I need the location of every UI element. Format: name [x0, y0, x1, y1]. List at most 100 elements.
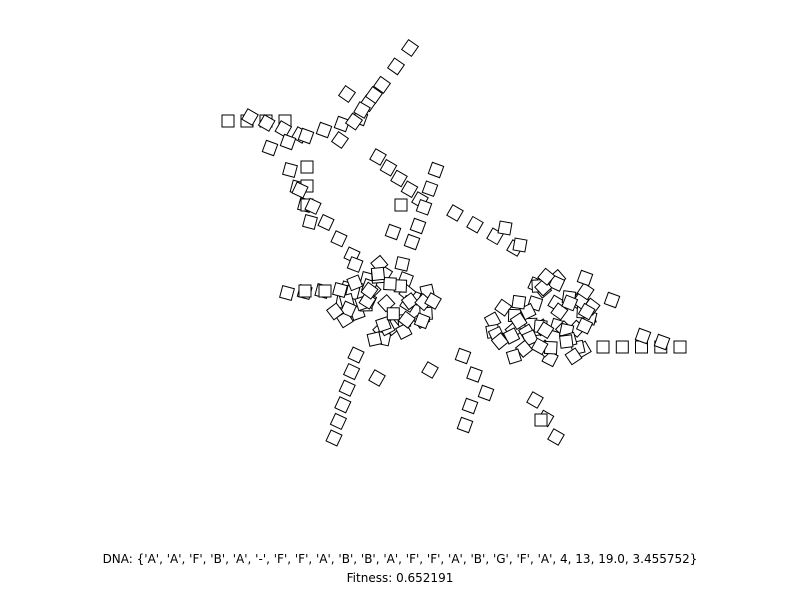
pattern-square — [403, 233, 421, 251]
pattern-square — [386, 307, 400, 321]
pattern-square — [511, 294, 527, 310]
pattern-square — [424, 292, 442, 310]
pattern-square — [364, 85, 384, 105]
pattern-square — [446, 204, 464, 222]
pattern-square — [372, 75, 392, 94]
pattern-square — [346, 274, 364, 292]
pattern-square — [282, 162, 298, 178]
pattern-square — [534, 413, 548, 427]
pattern-square — [339, 300, 357, 318]
pattern-square — [342, 362, 361, 381]
pattern-square — [461, 397, 479, 415]
pattern-square — [344, 112, 364, 131]
pattern-square — [409, 217, 427, 235]
pattern-square — [325, 302, 345, 321]
pattern-square — [375, 316, 392, 333]
pattern-square — [530, 337, 549, 356]
pattern-square — [279, 285, 295, 301]
pattern-square — [360, 281, 379, 300]
pattern-square — [298, 284, 312, 298]
pattern-square — [317, 213, 335, 232]
pattern-square — [394, 198, 408, 212]
pattern-square — [274, 120, 293, 138]
pattern-square — [346, 256, 364, 273]
pattern-square — [257, 114, 276, 132]
pattern-square — [383, 276, 397, 291]
pattern-square — [415, 198, 433, 216]
pattern-square — [537, 267, 556, 286]
pattern-square — [400, 180, 419, 199]
pattern-square — [330, 130, 350, 150]
pattern-square — [673, 340, 687, 354]
pattern-square — [559, 334, 574, 349]
pattern-square — [221, 114, 235, 128]
dna-value: {'A', 'A', 'F', 'B', 'A', '-', 'F', 'F',… — [136, 552, 698, 566]
pattern-square — [394, 256, 411, 272]
pattern-square — [291, 181, 309, 199]
pattern-square — [505, 348, 523, 365]
pattern-square — [369, 148, 387, 166]
pattern-square — [490, 332, 510, 351]
pattern-square — [279, 133, 297, 151]
pattern-square — [536, 321, 555, 340]
l-system-canvas — [221, 38, 687, 447]
pattern-square — [577, 302, 596, 321]
pattern-square — [526, 391, 544, 409]
pattern-square — [400, 38, 420, 58]
pattern-square — [386, 57, 406, 76]
pattern-square — [421, 361, 439, 379]
pattern-square — [466, 366, 483, 383]
pattern-square — [384, 223, 402, 241]
pattern-square — [575, 317, 594, 335]
pattern-square — [653, 333, 671, 351]
pattern-square — [456, 416, 474, 434]
pattern-square — [576, 269, 594, 287]
dna-label: DNA: — [102, 552, 133, 566]
dna-readout: DNA: {'A', 'A', 'F', 'B', 'A', '-', 'F',… — [0, 552, 800, 566]
pattern-square — [353, 101, 371, 119]
fitness-readout: Fitness: 0.652191 — [0, 571, 800, 585]
pattern-square — [454, 347, 472, 365]
pattern-square — [241, 108, 259, 126]
pattern-square — [302, 214, 318, 230]
pattern-square — [603, 291, 621, 309]
pattern-square — [547, 428, 565, 446]
pattern-square — [390, 169, 408, 188]
pattern-square — [366, 331, 383, 347]
pattern-square — [494, 298, 513, 317]
pattern-square — [615, 340, 629, 354]
pattern-square — [315, 121, 333, 139]
pattern-square — [466, 215, 484, 234]
pattern-square — [427, 161, 445, 179]
fitness-label: Fitness: — [346, 571, 393, 585]
pattern-square — [413, 312, 431, 330]
pattern-square — [564, 347, 583, 366]
pattern-square — [421, 180, 439, 198]
pattern-square — [304, 197, 322, 215]
pattern-square — [576, 282, 595, 301]
pattern-square — [338, 379, 356, 397]
pattern-square — [634, 327, 652, 345]
pattern-square — [332, 282, 348, 298]
pattern-square — [325, 429, 343, 447]
pattern-square — [318, 284, 332, 298]
pattern-square — [397, 310, 416, 329]
pattern-square — [400, 292, 420, 311]
pattern-square — [379, 158, 398, 177]
pattern-square — [330, 230, 348, 248]
fitness-value: 0.652191 — [396, 571, 454, 585]
pattern-square — [261, 139, 279, 157]
pattern-square — [596, 340, 610, 354]
pattern-square — [300, 160, 314, 174]
pattern-square — [333, 115, 351, 133]
pattern-square — [347, 346, 365, 364]
pattern-square — [561, 294, 579, 312]
pattern-square — [370, 266, 386, 282]
pattern-square — [477, 384, 495, 402]
pattern-square — [334, 396, 352, 414]
pattern-square — [497, 220, 513, 236]
pattern-square — [297, 127, 315, 145]
pattern-square — [337, 84, 357, 104]
pattern-square — [512, 237, 528, 253]
pattern-square — [368, 369, 386, 387]
